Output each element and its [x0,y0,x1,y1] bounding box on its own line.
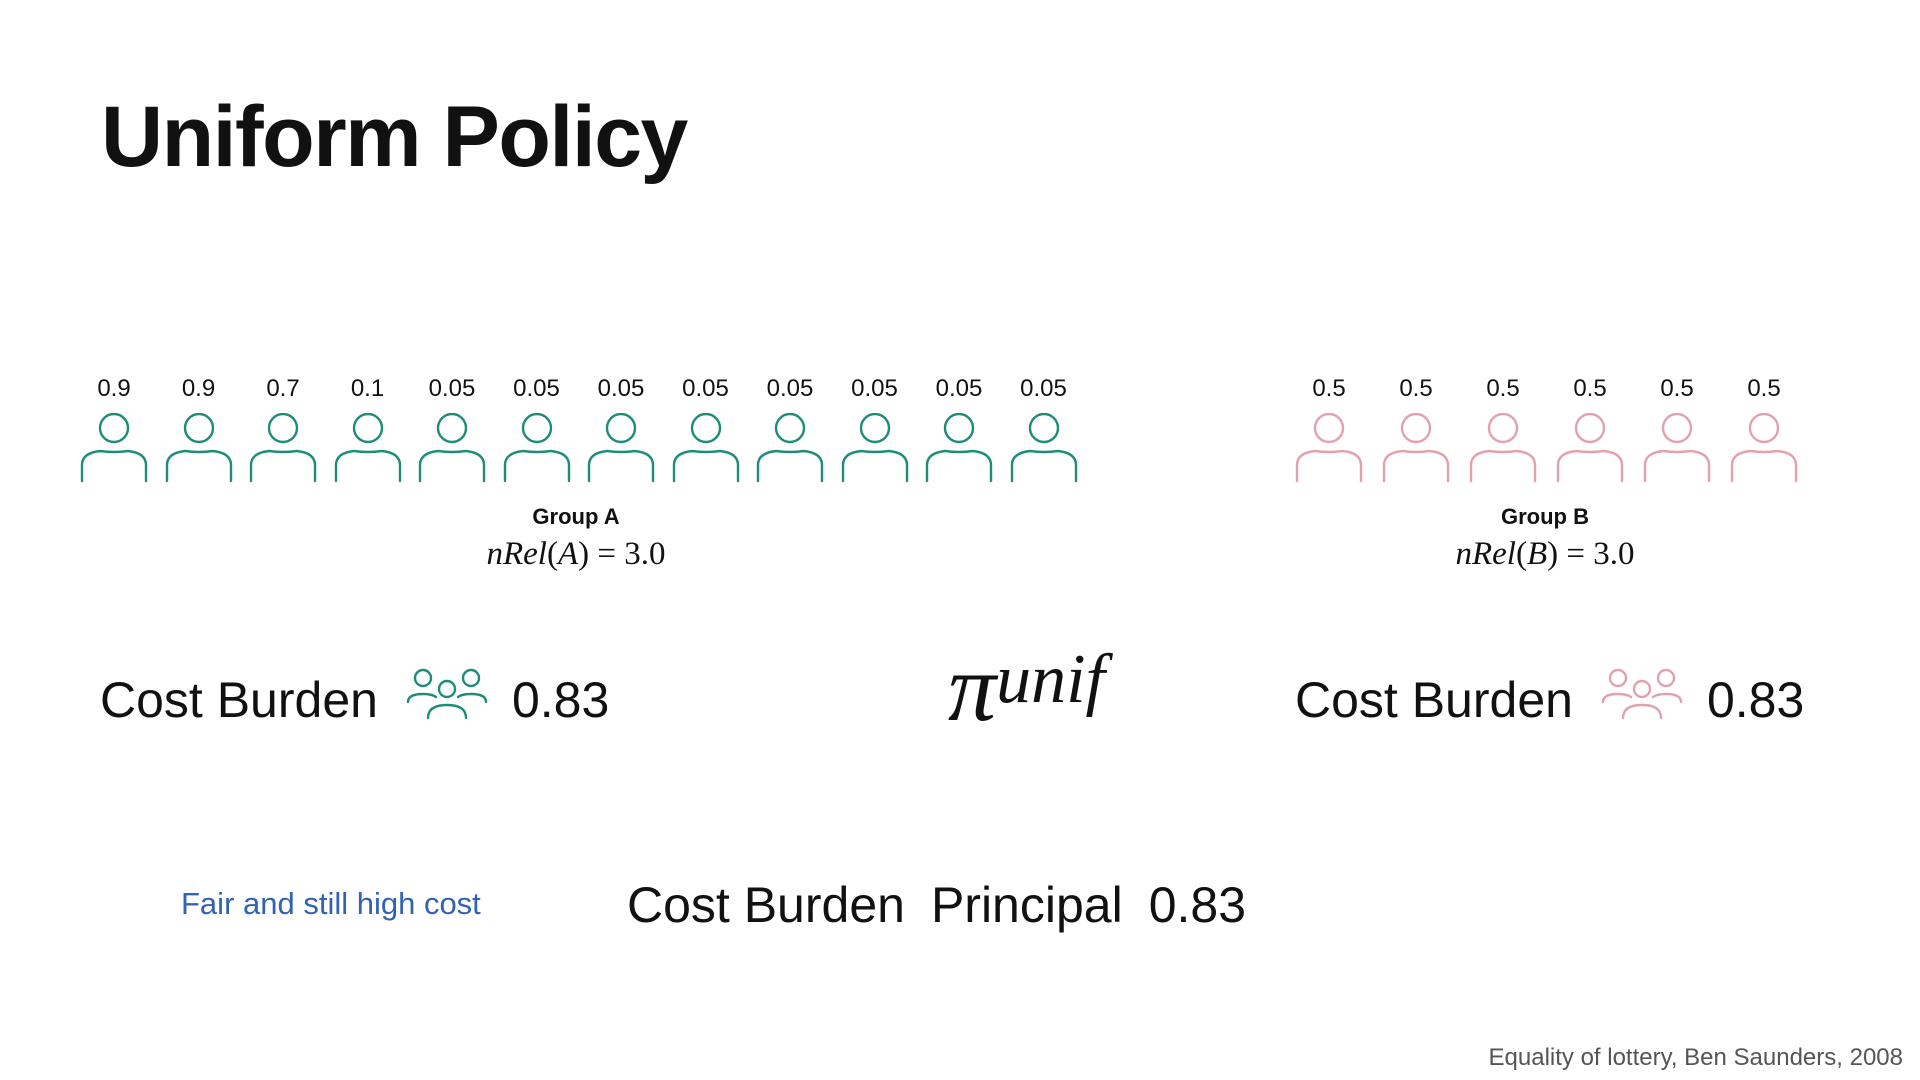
person-icon [833,413,917,483]
relevance-value: 0.05 [682,375,729,402]
person: 0.05 [579,375,663,483]
relevance-value: 0.5 [1486,375,1520,402]
relevance-value: 0.5 [1399,375,1433,402]
cost-burden-value: 0.83 [1706,672,1805,728]
person-icon [72,413,156,483]
formula-argument: A [557,536,579,572]
person: 0.05 [917,375,1001,483]
person-icon [157,413,241,483]
principal-label: Principal [930,877,1123,933]
relevance-value: 0.05 [766,375,814,402]
page-title: Uniform Policy [101,89,688,185]
formula-value: 3.0 [624,536,666,572]
relevance-value: 0.05 [597,375,645,402]
person-icon [1722,413,1806,483]
policy-superscript: unif [996,640,1105,718]
relevance-value: 0.9 [97,375,131,402]
policy-symbol: πunif [948,632,1105,743]
relevance-value: 0.5 [1747,375,1781,402]
relevance-value: 0.9 [181,375,216,402]
cost-burden-label: Cost Burden [100,672,378,728]
formula-argument: B [1526,536,1548,572]
citation: Equality of lottery, Ben Saunders, 2008 [1488,1044,1903,1071]
formula-function: nRel [486,536,547,572]
person-icon [1002,413,1086,483]
pi-symbol: π [948,634,997,741]
person-icon [1461,413,1545,483]
person: 0.05 [410,375,494,483]
person-icon [241,413,325,483]
group-a-label: Group A [532,504,620,529]
person-icon [1635,413,1719,483]
person: 0.9 [72,375,156,483]
person: 0.1 [326,375,410,483]
principal-cost-burden: Cost Burden Principal 0.83 [627,876,1272,934]
person: 0.5 [1287,375,1371,483]
person-icon [917,413,1001,483]
group-a-cost-burden: Cost Burden 0.83 [100,666,609,734]
relevance-value: 0.7 [266,375,300,402]
person: 0.5 [1722,375,1806,483]
person: 0.5 [1461,375,1545,483]
relevance-value: 0.5 [1312,375,1346,402]
person: 0.05 [748,375,832,483]
group-b-formula: nRel(B) = 3.0 [1455,536,1635,572]
person: 0.9 [157,375,241,483]
person-icon [495,413,579,483]
relevance-value: 0.1 [350,375,385,402]
relevance-value: 0.5 [1660,375,1694,402]
person-icon [1548,413,1632,483]
person-icon [326,413,410,483]
group-a-formula: nRel(A) = 3.0 [486,536,666,572]
relevance-value: 0.05 [428,375,476,402]
note-text: Fair and still high cost [181,886,481,921]
person-icon [579,413,663,483]
principal-cost-label: Cost Burden [627,877,905,933]
relevance-value: 0.05 [1020,375,1067,402]
person: 0.7 [241,375,325,483]
person: 0.05 [833,375,917,483]
group-people-icon [1601,666,1683,734]
group-b-cost-burden: Cost Burden 0.83 [1295,666,1804,734]
principal-cost-value: 0.83 [1148,877,1247,933]
person: 0.05 [495,375,579,483]
person: 0.5 [1374,375,1458,483]
cost-burden-label: Cost Burden [1295,672,1573,728]
formula-function: nRel [1455,536,1516,572]
person-icon [410,413,494,483]
cost-burden-value: 0.83 [511,672,610,728]
person-icon [1374,413,1458,483]
person: 0.05 [1002,375,1086,483]
relevance-value: 0.05 [935,375,983,402]
person: 0.5 [1635,375,1719,483]
person-icon [1287,413,1371,483]
relevance-value: 0.05 [851,375,898,402]
person: 0.05 [664,375,748,483]
formula-value: 3.0 [1593,536,1635,572]
relevance-value: 0.5 [1573,375,1607,402]
person: 0.5 [1548,375,1632,483]
person-icon [664,413,748,483]
relevance-value: 0.05 [513,375,560,402]
group-b-label: Group B [1501,504,1589,529]
person-icon [748,413,832,483]
group-people-icon [406,666,488,734]
